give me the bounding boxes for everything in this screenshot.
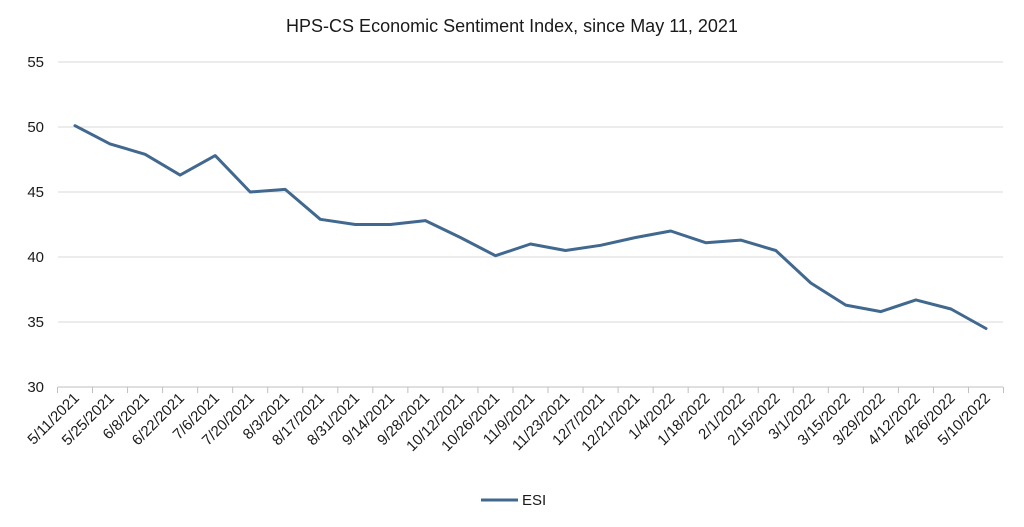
y-tick-label: 40 <box>27 249 44 266</box>
legend-label: ESI <box>522 492 546 509</box>
series-line-esi <box>73 124 988 330</box>
y-tick-label: 45 <box>27 184 44 201</box>
y-tick-label: 30 <box>27 379 44 396</box>
y-tick-label: 50 <box>27 119 44 136</box>
y-tick-label: 55 <box>27 54 44 71</box>
chart-title: HPS-CS Economic Sentiment Index, since M… <box>286 16 738 36</box>
y-tick-label: 35 <box>27 314 44 331</box>
